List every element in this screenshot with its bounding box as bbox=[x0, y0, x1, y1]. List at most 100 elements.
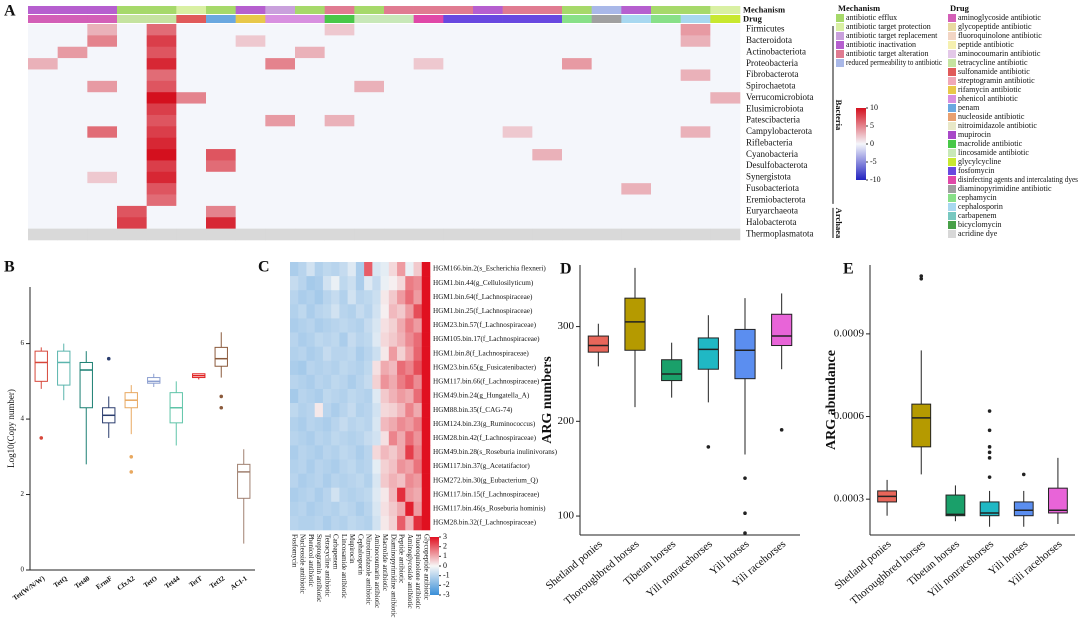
heatmap-cell bbox=[331, 487, 340, 503]
heatmap-cell bbox=[87, 149, 118, 161]
heatmap-cell bbox=[324, 103, 355, 116]
row-label: HGM117.bin.15(f_Lachnospiraceae) bbox=[433, 490, 540, 498]
heatmap-cell bbox=[651, 80, 681, 93]
box bbox=[734, 328, 756, 380]
heatmap-cell bbox=[28, 126, 58, 138]
heatmap-cell bbox=[364, 276, 373, 291]
annotation-cell bbox=[295, 15, 325, 23]
heatmap-cell bbox=[680, 35, 711, 48]
x-tick-label: Tet44 bbox=[163, 574, 181, 590]
heatmap-cell bbox=[413, 473, 423, 488]
annotation-cell bbox=[710, 15, 741, 23]
legend-swatch bbox=[948, 230, 956, 238]
row-label: Cyanobacteria bbox=[746, 149, 798, 159]
heatmap-cell bbox=[354, 114, 385, 127]
y-tick-label: 100 bbox=[558, 510, 575, 522]
x-tick-label: ACI-1 bbox=[229, 574, 249, 592]
na-cell bbox=[591, 228, 622, 241]
heatmap-cell bbox=[380, 403, 390, 418]
heatmap-cell bbox=[331, 262, 340, 277]
legend-label: macrolide antibiotic bbox=[958, 139, 1023, 148]
heatmap-cell bbox=[421, 276, 431, 291]
heatmap-cell bbox=[117, 92, 147, 104]
heatmap-cell bbox=[176, 46, 207, 59]
heatmap-cell bbox=[206, 80, 236, 93]
legend-swatch bbox=[948, 77, 956, 85]
legend-label: aminoglycoside antibiotic bbox=[958, 13, 1041, 22]
heatmap-cell bbox=[591, 149, 622, 161]
heatmap-cell bbox=[651, 69, 681, 82]
heatmap-cell bbox=[146, 35, 177, 48]
heatmap-cell bbox=[322, 445, 332, 460]
heatmap-cell bbox=[591, 205, 622, 218]
legend-swatch bbox=[948, 41, 956, 49]
heatmap-cell bbox=[176, 149, 207, 161]
heatmap-cell bbox=[146, 80, 177, 93]
heatmap-cell bbox=[355, 262, 365, 277]
na-cell bbox=[176, 228, 207, 241]
heatmap-cell bbox=[413, 403, 423, 418]
heatmap-cell bbox=[355, 431, 365, 446]
heatmap-cell bbox=[354, 160, 385, 173]
y-tick-label: 2 bbox=[21, 490, 25, 498]
color-bar-label: 0 bbox=[443, 561, 447, 570]
heatmap-cell bbox=[57, 205, 88, 218]
heatmap-cell bbox=[388, 318, 398, 333]
heatmap-cell bbox=[265, 24, 296, 36]
annotation-cell bbox=[651, 15, 681, 23]
heatmap-cell bbox=[384, 114, 414, 127]
heatmap-cell bbox=[680, 80, 711, 93]
heatmap-cell bbox=[322, 487, 332, 503]
heatmap-cell bbox=[710, 217, 741, 229]
legend-title: Drug bbox=[950, 3, 970, 13]
heatmap-cell bbox=[322, 417, 332, 432]
heatmap-cell bbox=[306, 417, 316, 432]
heatmap-cell bbox=[339, 501, 348, 517]
heatmap-cell bbox=[532, 35, 563, 48]
color-bar-label: 2 bbox=[443, 541, 447, 550]
heatmap-cell bbox=[473, 46, 503, 59]
heatmap-cell bbox=[651, 46, 681, 59]
heatmap-cell bbox=[324, 217, 355, 229]
heatmap-cell bbox=[384, 149, 414, 161]
x-tick-label: Yili nonracehorses bbox=[644, 538, 715, 600]
heatmap-cell bbox=[710, 69, 741, 82]
heatmap-cell bbox=[473, 149, 503, 161]
legend-swatch bbox=[948, 194, 956, 202]
heatmap-cell bbox=[413, 103, 444, 116]
legend-swatch bbox=[948, 158, 956, 166]
heatmap-cell bbox=[380, 276, 390, 291]
heatmap-cell bbox=[322, 318, 332, 333]
heatmap-cell bbox=[295, 58, 325, 70]
heatmap-cell bbox=[298, 374, 307, 390]
heatmap-cell bbox=[562, 80, 592, 93]
x-tick-label: CfxA2 bbox=[116, 574, 137, 592]
heatmap-cell bbox=[331, 276, 340, 291]
na-cell bbox=[413, 228, 444, 241]
legend-swatch bbox=[948, 185, 956, 193]
heatmap-cell bbox=[117, 171, 147, 184]
heatmap-cell bbox=[235, 194, 266, 207]
heatmap-cell bbox=[502, 69, 533, 82]
outlier bbox=[706, 445, 711, 449]
annotation-cell bbox=[87, 15, 118, 23]
legend-label: lincosamide antibiotic bbox=[958, 148, 1029, 157]
column-label: Aminoglycoside antibiotic bbox=[406, 534, 414, 608]
heatmap-cell bbox=[473, 194, 503, 207]
heatmap-cell bbox=[57, 137, 88, 150]
heatmap-cell bbox=[372, 388, 381, 404]
heatmap-cell bbox=[298, 459, 307, 474]
heatmap-cell bbox=[295, 126, 325, 138]
legend-swatch bbox=[948, 68, 956, 76]
heatmap-cell bbox=[397, 318, 406, 333]
heatmap-cell bbox=[235, 35, 266, 48]
heatmap-cell bbox=[380, 431, 390, 446]
heatmap-cell bbox=[397, 417, 406, 432]
y-tick-label: 300 bbox=[558, 320, 575, 332]
heatmap-cell bbox=[87, 80, 118, 93]
heatmap-cell bbox=[347, 459, 357, 474]
heatmap-cell bbox=[397, 473, 406, 488]
heatmap-cell bbox=[380, 346, 390, 362]
heatmap-cell bbox=[413, 515, 423, 531]
heatmap-cell bbox=[347, 388, 357, 404]
